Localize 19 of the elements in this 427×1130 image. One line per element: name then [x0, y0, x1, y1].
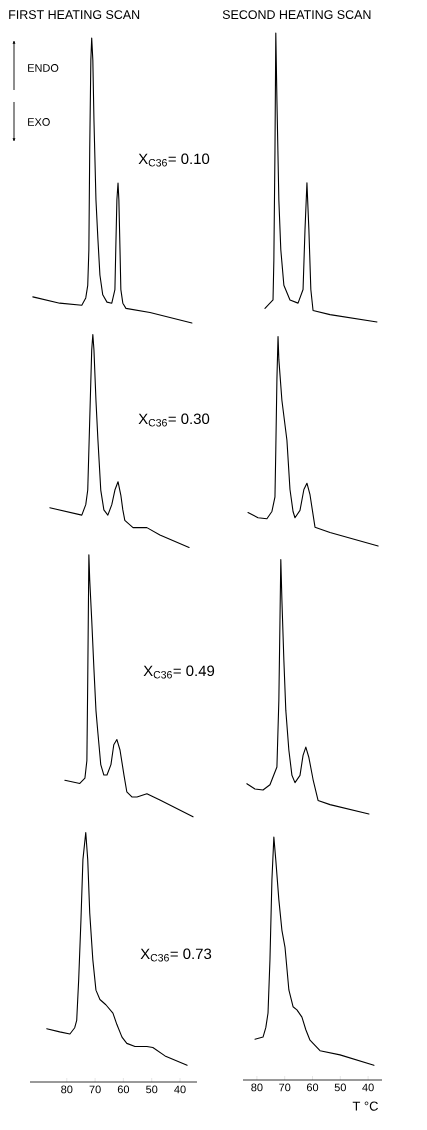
x-axis-title: T °C — [352, 1101, 378, 1111]
x-tick-label: 40 — [174, 1085, 186, 1094]
x-tick-label: 70 — [279, 1083, 291, 1092]
x-tick-label: 40 — [362, 1083, 374, 1092]
x-tick-label: 70 — [89, 1085, 101, 1094]
annotation: X$_{C36}$= 0.49 — [143, 665, 215, 679]
x-tick-label: 50 — [146, 1085, 158, 1094]
x-tick-label: 50 — [334, 1083, 346, 1092]
x-tick-label: 80 — [251, 1083, 263, 1092]
annotation: X$_{C36}$= 0.30 — [138, 413, 210, 427]
annotation: EXO — [28, 118, 50, 126]
x-tick-label: 60 — [306, 1083, 319, 1092]
chart-title: FIRST HEATING SCAN — [9, 10, 140, 20]
annotation: X$_{C36}$= 0.10 — [138, 153, 210, 167]
x-tick-label: 80 — [61, 1085, 73, 1094]
chart-title: SECOND HEATING SCAN — [222, 10, 371, 20]
annotation: ENDO — [28, 64, 59, 72]
annotation: X$_{C36}$= 0.73 — [140, 948, 212, 962]
x-tick-label: 60 — [117, 1085, 130, 1094]
